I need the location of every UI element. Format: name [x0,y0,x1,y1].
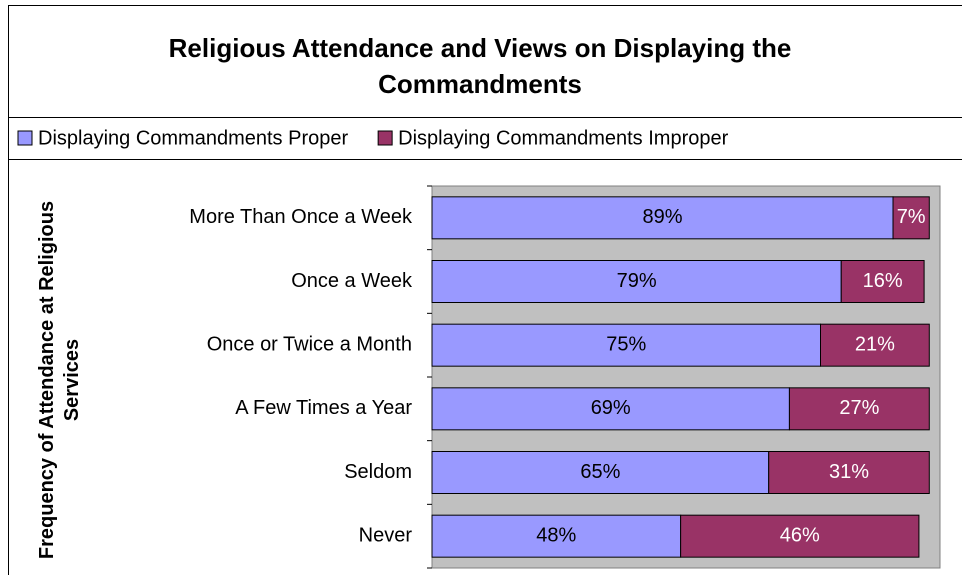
bar-segment [892,196,930,240]
bar-segment [431,260,842,303]
bar-segment [788,387,930,431]
data-label: 48% [536,524,576,546]
data-label: 31% [829,461,869,483]
chart-border [8,5,962,575]
data-label: 16% [863,270,903,292]
y-tick-label: Once or Twice a Month [207,333,412,355]
legend-label: Displaying Commandments Proper [38,127,348,149]
data-label: 89% [642,206,682,228]
data-label: 75% [606,333,646,355]
legend-swatch [17,130,33,146]
y-tick-label: Never [359,524,413,546]
bar-segment [431,196,894,240]
legend-label: Displaying Commandments Improper [398,127,728,149]
data-label: 46% [780,524,820,546]
data-label: 79% [617,270,657,292]
bar-segment [431,514,682,558]
bar-segment [431,387,790,431]
bar-segment [840,260,925,303]
data-label: 65% [580,461,620,483]
data-label: 7% [897,206,926,228]
y-tick-label: Seldom [344,461,412,483]
chart-title: Religious Attendance and Views on Displa… [168,33,792,99]
bar-segment [820,323,930,367]
bar-segment [768,451,930,494]
y-tick-label: More Than Once a Week [189,206,413,228]
bar-segment [431,323,821,367]
legend-swatch [377,130,393,146]
y-axis-label: Frequency of Attendance at Religious Ser… [36,200,83,560]
bar-segment [431,451,770,494]
y-tick-label: Once a Week [291,270,413,292]
data-label: 21% [855,333,895,355]
y-tick-label: A Few Times a Year [235,397,412,419]
data-label: 27% [839,397,879,419]
plot-area [431,185,941,569]
data-label: 69% [591,397,631,419]
bar-segment [680,514,920,558]
